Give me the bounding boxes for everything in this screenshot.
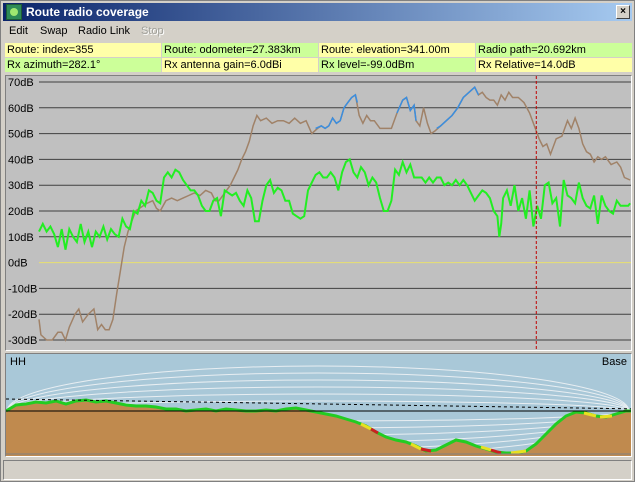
menu-edit[interactable]: Edit xyxy=(9,25,28,37)
app-icon xyxy=(6,4,22,20)
obstruction-marks xyxy=(360,411,613,455)
menu-stop[interactable]: Stop xyxy=(141,25,164,37)
route-odometer-cell: Route: odometer=27.383km xyxy=(162,43,318,57)
elevation-los-segment xyxy=(315,93,359,130)
rx-relative-cell: Rx Relative=14.0dB xyxy=(476,58,632,72)
terrain-profile-svg xyxy=(6,354,631,456)
terrain-fill xyxy=(6,400,631,456)
y-tick-label: 60dB xyxy=(8,103,34,115)
y-tick-label: 20dB xyxy=(8,206,34,218)
signal-level-line xyxy=(38,157,631,250)
close-button[interactable]: × xyxy=(616,5,630,19)
y-tick-label: -30dB xyxy=(8,335,37,347)
status-bar xyxy=(3,460,632,480)
menu-radio-link[interactable]: Radio Link xyxy=(78,25,130,37)
coverage-chart-svg: 70dB 60dB 50dB 40dB 30dB 20dB 10dB 0dB -10dB -20d… xyxy=(8,76,631,350)
info-panel: Route: index=355 Route: odometer=27.383k… xyxy=(5,43,632,73)
profile-right-label: Base xyxy=(601,356,627,368)
fresnel-dashed-line xyxy=(6,398,631,410)
y-tick-label: 0dB xyxy=(8,258,28,270)
rx-level-cell: Rx level=-99.0dBm xyxy=(319,58,475,72)
elevation-los-segment xyxy=(436,85,480,130)
y-tick-label: 70dB xyxy=(8,77,34,89)
route-index-cell: Route: index=355 xyxy=(5,43,161,57)
y-tick-label: -10dB xyxy=(8,283,37,295)
route-elevation-cell: Route: elevation=341.00m xyxy=(319,43,475,57)
rx-antenna-gain-cell: Rx antenna gain=6.0dBi xyxy=(162,58,318,72)
coverage-chart[interactable]: 70dB 60dB 50dB 40dB 30dB 20dB 10dB 0dB -10dB -20d… xyxy=(5,75,632,351)
menu-swap[interactable]: Swap xyxy=(40,25,68,37)
title-bar[interactable]: Route radio coverage × xyxy=(3,3,632,21)
menu-bar: Edit Swap Radio Link Stop xyxy=(3,23,632,41)
profile-left-label: HH xyxy=(10,356,26,368)
window-title: Route radio coverage xyxy=(26,5,149,19)
y-tick-label: 10dB xyxy=(8,232,34,244)
elevation-los-segment xyxy=(396,96,417,121)
y-tick-label: -20dB xyxy=(8,309,37,321)
rx-azimuth-cell: Rx azimuth=282.1° xyxy=(5,58,161,72)
y-tick-label: 40dB xyxy=(8,154,34,166)
radio-path-cell: Radio path=20.692km xyxy=(476,43,632,57)
terrain-profile[interactable]: HH Base xyxy=(5,353,632,457)
terrain-surface-line xyxy=(6,398,631,455)
y-tick-label: 50dB xyxy=(8,129,34,141)
y-tick-label: 30dB xyxy=(8,180,34,192)
